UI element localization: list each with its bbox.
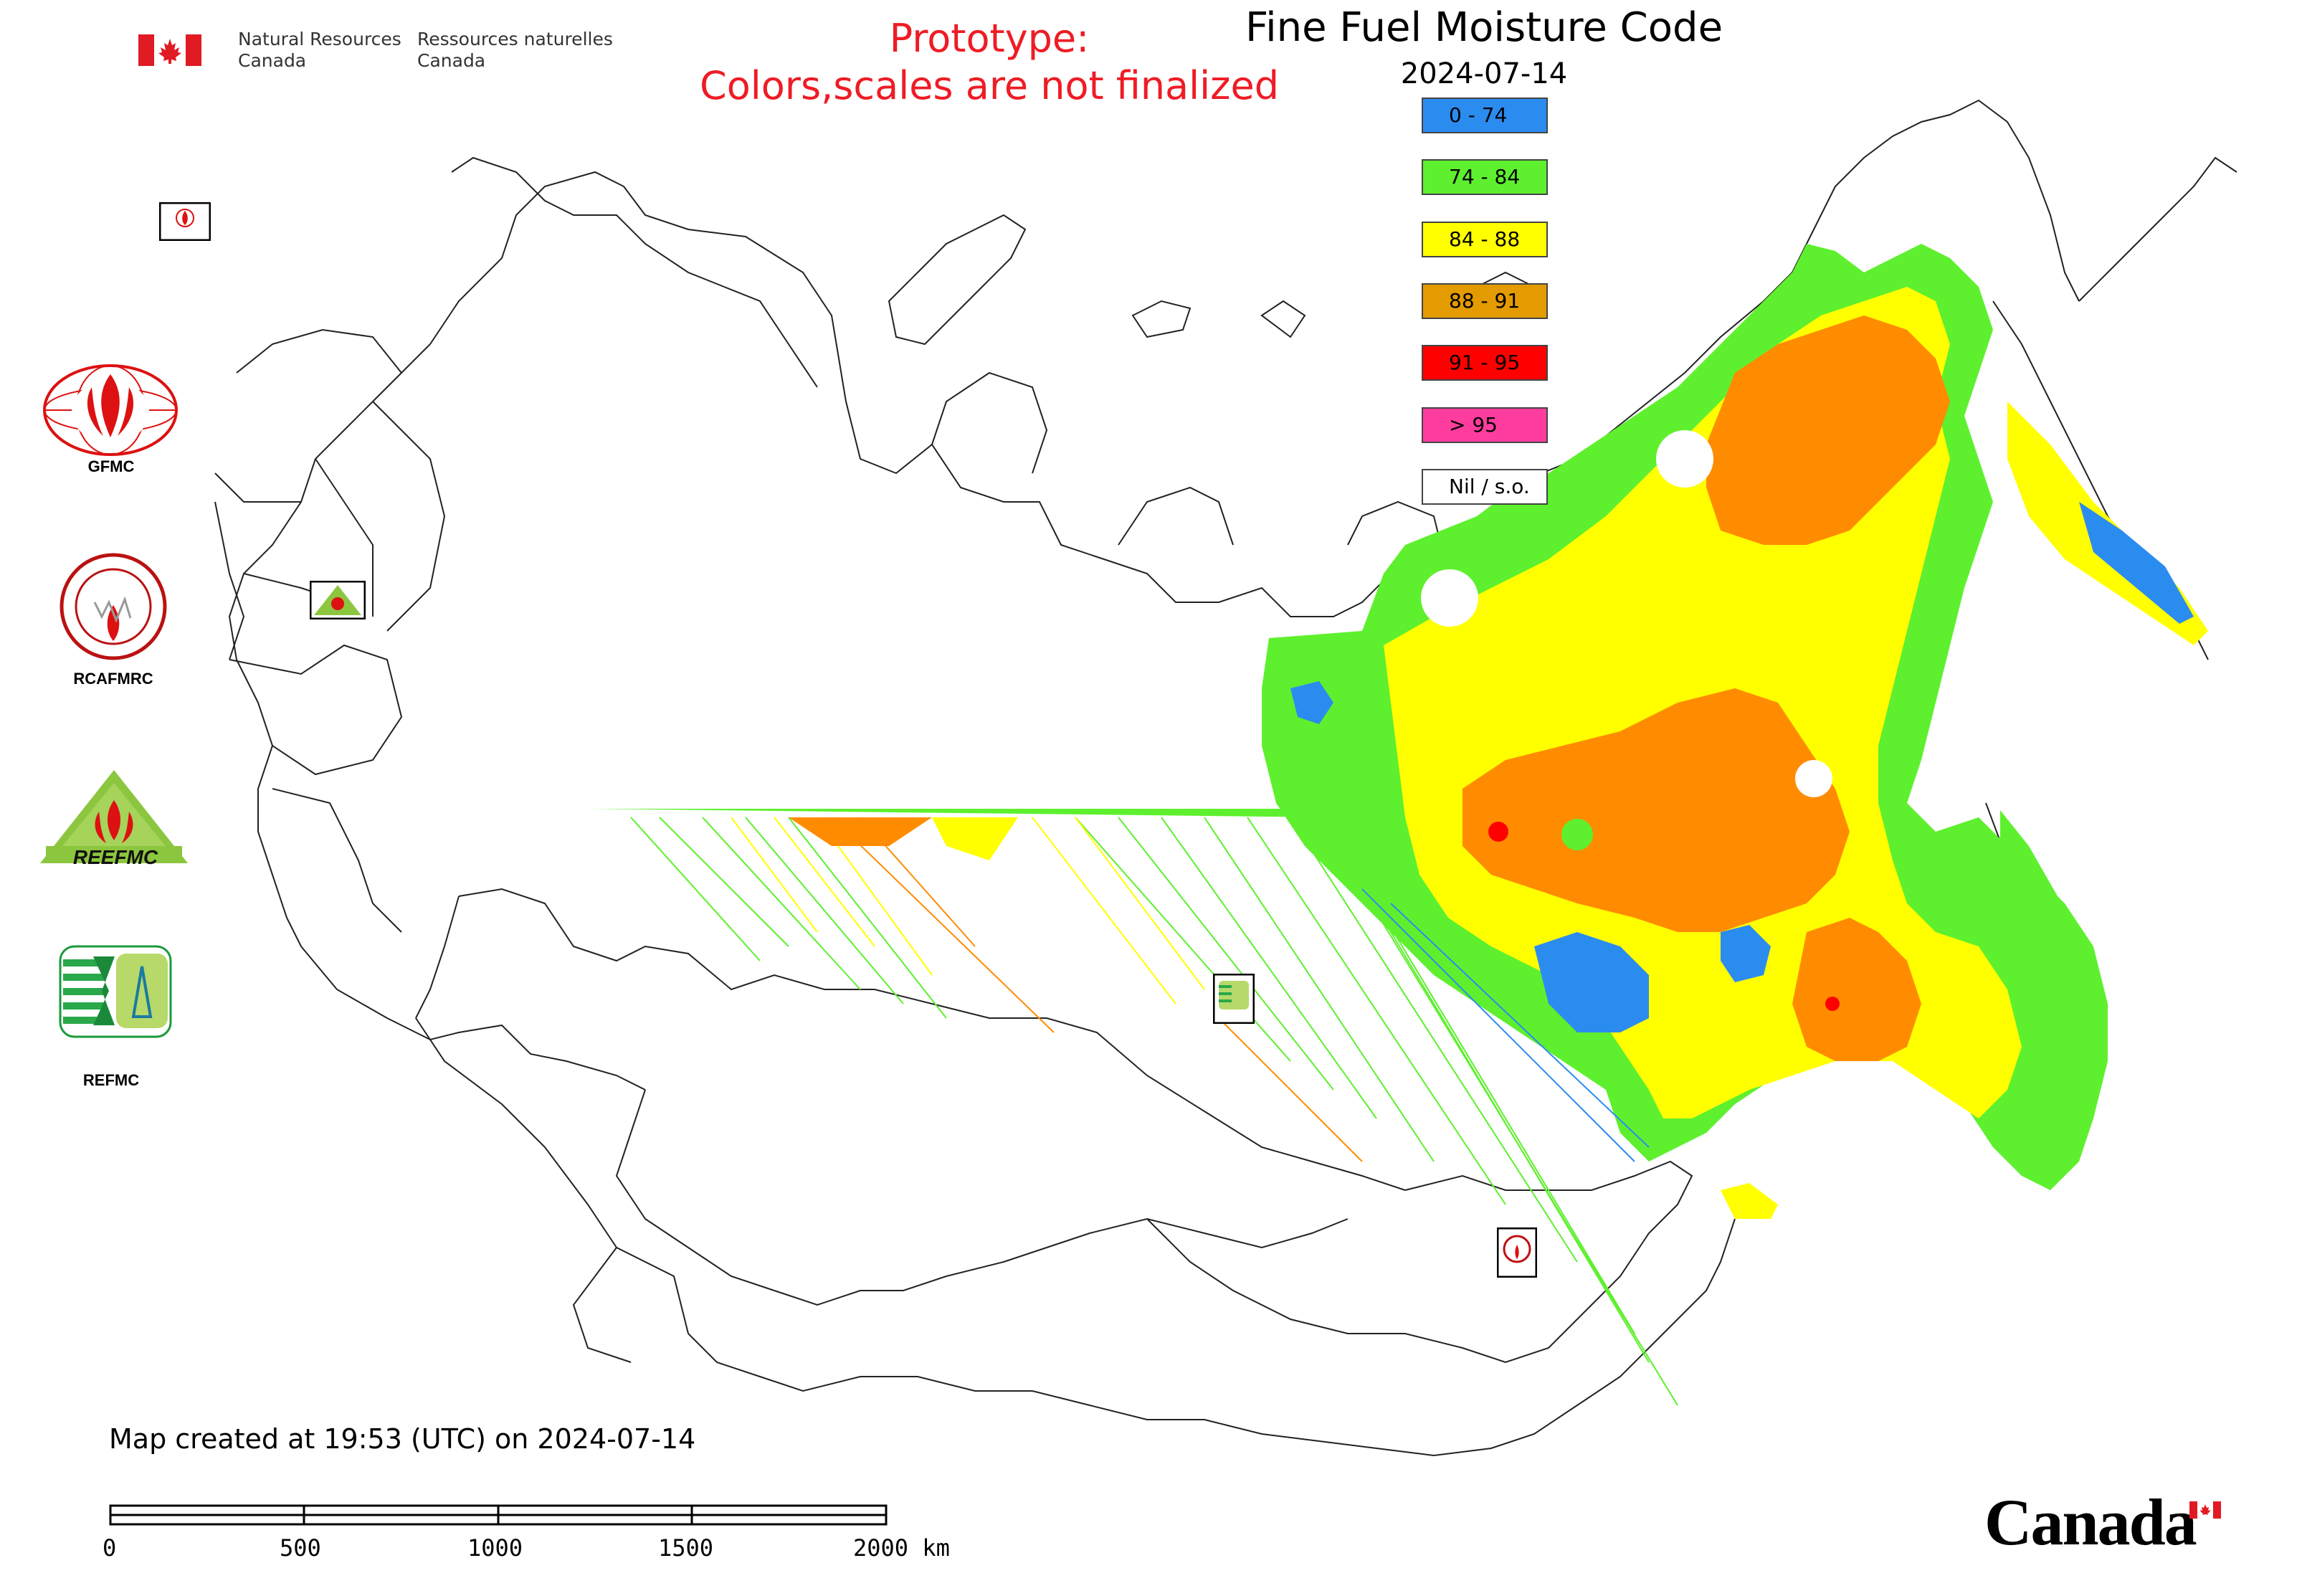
- refmc-logo-icon: [59, 945, 172, 1038]
- ffmc-raster: [1262, 244, 2208, 1219]
- scale-label-500: 500: [280, 1534, 321, 1562]
- reefmc-label: REEFMC: [72, 846, 158, 868]
- scale-label-1500: 1500: [658, 1534, 714, 1562]
- reefmc-logo-icon: [40, 770, 188, 863]
- prototype-notice-line1: Prototype:: [889, 16, 1090, 61]
- map-date: 2024-07-14: [1400, 57, 1568, 90]
- refmc-label: REFMC: [82, 1071, 140, 1089]
- nrcan-french-name: Ressources naturelles Canada: [417, 29, 613, 72]
- scale-label-2000: 2000 km: [853, 1534, 950, 1562]
- legend-item-91-95: 91 - 95: [1422, 345, 1548, 381]
- rcafmrc-logo-icon: [60, 553, 167, 660]
- nrcan-english-name: Natural Resources Canada: [238, 29, 401, 72]
- prototype-notice-line2: Colors,scales are not finalized: [700, 63, 1279, 108]
- canada-wordmark: Canada: [1984, 1486, 2197, 1559]
- canada-flag-icon: [138, 34, 201, 66]
- scale-label-0: 0: [103, 1534, 117, 1562]
- map-created-note: Map created at 19:53 (UTC) on 2024-07-14: [109, 1423, 696, 1455]
- nrcan-french-line2: Canada: [417, 50, 486, 71]
- nrcan-french-line1: Ressources naturelles: [417, 29, 613, 49]
- legend-item-84-88: 84 - 88: [1422, 222, 1548, 257]
- legend-item-nil: Nil / s.o.: [1422, 469, 1548, 505]
- reefmc-small-logo-icon: [310, 581, 366, 619]
- gfmc-label: GFMC: [87, 457, 135, 475]
- legend-item-0-74: 0 - 74: [1422, 98, 1548, 133]
- legend-item-88-91: 88 - 91: [1422, 283, 1548, 319]
- legend-item-74-84: 74 - 84: [1422, 159, 1548, 195]
- scale-bar: [109, 1504, 888, 1526]
- gfmc-small-logo-icon: [159, 202, 211, 241]
- nrcan-english-line2: Canada: [238, 50, 307, 71]
- canada-wordmark-flag-icon: [2189, 1501, 2221, 1519]
- rcafmrc-label: RCAFMRC: [73, 670, 153, 688]
- gfmc-logo-icon: [43, 364, 178, 456]
- scale-label-1000: 1000: [467, 1534, 523, 1562]
- map-title: Fine Fuel Moisture Code: [1245, 4, 1723, 51]
- legend-item-over-95: > 95: [1422, 407, 1548, 443]
- refmc-small-logo-icon: [1213, 974, 1255, 1024]
- raster-streaks: [588, 809, 1678, 1406]
- nrcan-english-line1: Natural Resources: [238, 29, 401, 49]
- rcafmrc-small-logo-icon: [1497, 1227, 1537, 1278]
